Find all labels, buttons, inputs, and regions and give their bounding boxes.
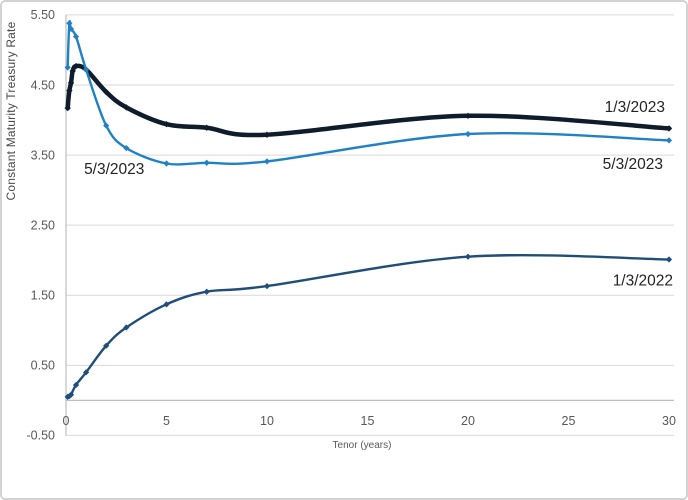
series-line — [65, 63, 672, 138]
series-marker — [72, 33, 80, 40]
series-group — [64, 253, 673, 400]
series-marker — [123, 104, 130, 111]
series-marker — [263, 131, 271, 138]
series-marker — [103, 342, 110, 349]
series-marker — [66, 87, 73, 94]
x-tick-label: 0 — [63, 414, 70, 428]
axis-lines — [65, 14, 674, 436]
x-tick-label: 25 — [562, 414, 576, 428]
series-marker — [263, 158, 271, 165]
series-marker — [72, 381, 80, 389]
series-marker — [464, 130, 472, 138]
x-tick-label: 30 — [662, 414, 676, 428]
series-marker — [263, 283, 271, 290]
series-lines — [64, 19, 673, 400]
series-label: 1/3/2023 — [605, 99, 665, 116]
x-tick-label: 20 — [461, 414, 475, 428]
series-marker — [103, 122, 110, 129]
y-tick-label: 2.50 — [31, 218, 55, 232]
series-marker — [67, 79, 75, 87]
series-marker — [83, 66, 90, 73]
series-group — [64, 62, 673, 138]
series-marker — [103, 88, 110, 96]
series-marker — [203, 124, 210, 131]
tick-labels: -0.50 0.50 1.50 2.50 3.50 4.50 5.50 0 5 10 15 20 25 3… — [27, 8, 676, 443]
gridlines — [66, 14, 674, 436]
y-tick-label: 0.50 — [31, 359, 55, 373]
y-axis-title: Constant Maturity Treasury Rate — [4, 21, 18, 200]
y-tick-label: 1.50 — [31, 289, 55, 303]
series-line — [66, 253, 671, 399]
series-label: 5/3/2023 — [603, 156, 663, 173]
series-marker — [665, 125, 673, 132]
series-marker — [123, 324, 130, 331]
series-marker — [665, 256, 673, 263]
series-marker — [203, 288, 210, 295]
series-marker — [464, 112, 472, 120]
x-axis-title: Tenor (years) — [333, 440, 392, 451]
series-marker — [67, 25, 75, 33]
series-marker — [64, 104, 71, 112]
series-marker — [464, 253, 472, 260]
y-tick-label: 4.50 — [31, 78, 55, 92]
x-tick-label: 5 — [163, 414, 170, 428]
series-line — [66, 19, 671, 166]
y-tick-label: 5.50 — [31, 8, 55, 22]
series-marker — [123, 144, 130, 152]
x-tick-label: 15 — [361, 414, 375, 428]
series-marker — [66, 20, 73, 27]
series-marker — [83, 369, 90, 376]
series-annotations: 1/3/2023 5/3/2023 1/3/2022 5/3/2023 — [84, 99, 673, 289]
series-marker — [67, 391, 75, 398]
series-label: 1/3/2022 — [613, 272, 673, 289]
series-marker — [163, 121, 170, 128]
series-group — [64, 19, 673, 167]
x-tick-label: 10 — [260, 414, 274, 428]
series-marker — [72, 62, 80, 70]
series-marker — [163, 160, 170, 167]
series-marker — [64, 64, 71, 71]
y-tick-label: 3.50 — [31, 148, 55, 162]
y-tick-label: -0.50 — [27, 429, 56, 443]
series-label: 5/3/2023 — [84, 161, 144, 178]
series-marker — [163, 301, 170, 308]
series-marker — [665, 137, 673, 144]
series-marker — [203, 159, 210, 166]
series-marker — [69, 67, 76, 75]
